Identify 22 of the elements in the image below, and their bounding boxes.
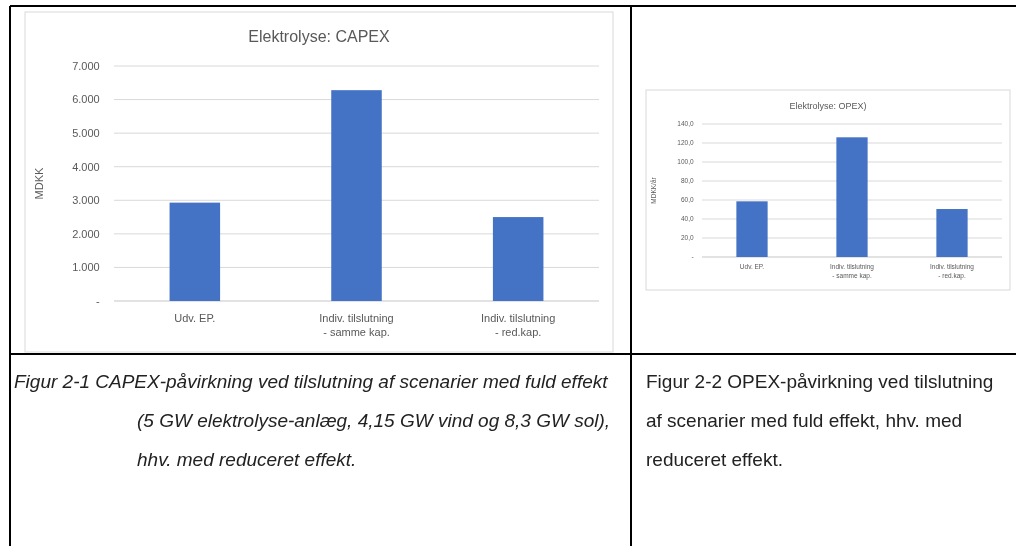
y-tick-label: 6.000 bbox=[72, 93, 100, 106]
bar bbox=[492, 217, 544, 301]
bar bbox=[736, 201, 768, 257]
bar bbox=[331, 90, 382, 301]
y-axis-title: MDKK bbox=[32, 166, 45, 200]
y-tick-label: 3.000 bbox=[72, 194, 100, 207]
text: Figur 2-1 CAPEX-påvirkning ved tilslutning af scenarier med fuld effekt (5 GW elektrolyse-anlæg, 4,15 GW vind og 8,3 GW sol), hhv. med reduceret effekt. bbox=[14, 370, 612, 472]
x-tick-label: Indiv. tilslutning - samme kap. bbox=[319, 311, 394, 339]
y-tick-label: 4.000 bbox=[72, 160, 100, 173]
y-tick-label: - bbox=[96, 294, 101, 307]
y-tick-label: 5.000 bbox=[72, 126, 100, 139]
bar bbox=[836, 137, 868, 257]
y-tick-label: 2.000 bbox=[72, 227, 100, 240]
bar bbox=[169, 202, 221, 301]
text: Figur 2-2 OPEX-påvirkning ved tilslutning af scenarier med fuld effekt, hhv. med reduceret effekt. bbox=[646, 370, 995, 472]
y-tick-label: 7.000 bbox=[72, 59, 100, 72]
x-tick-label: Udv. EP. bbox=[174, 311, 216, 324]
chart-title: Elektrolyse: OPEX) bbox=[789, 100, 867, 111]
chart-title: Elektrolyse: CAPEX bbox=[248, 27, 391, 45]
x-tick-label: Indiv. tilslutning - red.kap. bbox=[480, 311, 556, 339]
y-tick-label: 1.000 bbox=[72, 261, 100, 274]
bar bbox=[936, 209, 968, 257]
